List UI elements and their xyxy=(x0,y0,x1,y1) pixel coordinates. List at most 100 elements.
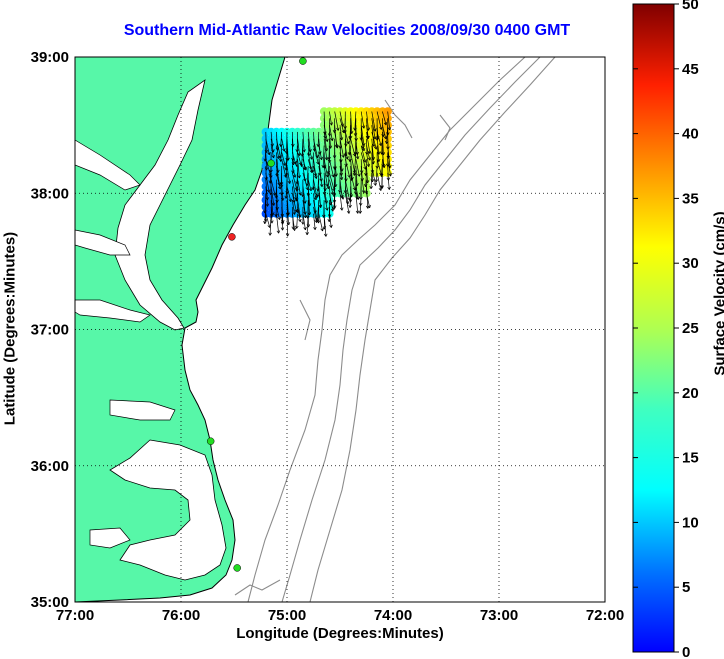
velocity-arrow xyxy=(291,213,296,231)
velocity-arrow xyxy=(360,152,367,170)
velocity-arrowhead xyxy=(367,157,372,161)
velocity-arrow xyxy=(296,145,298,167)
velocity-arrowhead xyxy=(298,162,303,166)
velocity-arrow xyxy=(366,152,370,167)
velocity-arrowhead xyxy=(367,150,372,154)
colorbar-tick-label: 5 xyxy=(682,579,690,596)
velocity-arrow xyxy=(296,213,298,229)
velocity-arrow xyxy=(339,152,343,172)
velocity-arrow xyxy=(302,200,306,218)
velocity-arrow xyxy=(323,186,328,204)
velocity-arrow xyxy=(387,145,391,168)
velocity-arrow xyxy=(306,165,309,186)
velocity-arrow xyxy=(276,206,281,220)
colorbar-tick-label: 15 xyxy=(682,450,699,467)
velocity-arrow xyxy=(371,111,376,132)
velocity-arrow xyxy=(276,138,282,159)
x-tick-label: 77:00 xyxy=(56,607,94,624)
velocity-arrow xyxy=(349,193,351,208)
velocity-arrow xyxy=(339,118,345,133)
x-tick-label: 74:00 xyxy=(374,607,412,624)
velocity-arrow xyxy=(355,165,358,187)
velocity-arrowhead xyxy=(268,232,272,236)
velocity-arrow xyxy=(323,213,327,237)
y-tick-labels: 39:00 38:00 37:00 36:00 35:00 xyxy=(31,49,69,611)
velocity-arrow xyxy=(297,159,300,179)
velocity-arrow xyxy=(376,125,379,140)
velocity-arrow xyxy=(265,172,270,193)
velocity-arrowhead xyxy=(265,203,270,207)
velocity-arrow xyxy=(371,131,377,150)
velocity-arrowhead xyxy=(330,137,334,141)
velocity-arrow xyxy=(354,111,357,131)
velocity-arrow xyxy=(359,193,362,214)
velocity-arrow xyxy=(323,172,326,191)
velocity-arrow xyxy=(323,159,329,178)
velocity-arrow xyxy=(264,206,267,224)
velocity-arrow xyxy=(276,193,278,210)
velocity-arrow xyxy=(276,172,281,190)
velocity-arrow xyxy=(329,159,334,178)
velocity-arrow xyxy=(291,172,298,191)
velocity-arrow xyxy=(371,145,374,165)
station-marker xyxy=(228,233,236,241)
pamlico-sound xyxy=(109,439,227,581)
velocity-arrow xyxy=(366,131,371,154)
velocity-arrow xyxy=(327,152,330,174)
velocity-arrow xyxy=(302,159,307,171)
velocity-arrow xyxy=(371,159,373,182)
velocity-arrow xyxy=(339,165,343,180)
velocity-arrow xyxy=(376,138,380,155)
velocity-arrow xyxy=(281,152,286,166)
velocity-arrow xyxy=(376,159,382,176)
velocity-arrow xyxy=(365,159,367,176)
x-tick-label: 72:00 xyxy=(586,607,624,624)
velocity-arrowhead xyxy=(309,156,314,160)
velocity-arrowhead xyxy=(348,204,352,208)
velocity-arrow xyxy=(307,179,312,192)
velocity-arrow xyxy=(286,165,291,184)
velocity-arrowhead xyxy=(356,196,360,200)
x-axis-label: Longitude (Degrees:Minutes) xyxy=(236,625,444,642)
velocity-arrowhead xyxy=(309,169,314,173)
velocity-arrow xyxy=(318,145,323,160)
velocity-arrow xyxy=(339,138,344,158)
velocity-arrow xyxy=(317,131,320,147)
velocity-arrow xyxy=(281,206,283,225)
velocity-arrow xyxy=(381,138,383,155)
velocity-arrow xyxy=(323,138,328,161)
velocity-arrowhead xyxy=(285,233,290,237)
velocity-arrow xyxy=(281,138,285,152)
velocity-arrow xyxy=(307,159,313,173)
velocity-arrow xyxy=(344,193,350,214)
velocity-arrow xyxy=(371,165,376,186)
station-marker xyxy=(233,564,241,572)
velocity-arrow xyxy=(270,186,275,206)
velocity-arrow xyxy=(265,138,270,155)
velocity-arrow xyxy=(270,179,276,196)
velocity-arrow xyxy=(322,145,325,168)
velocity-arrowhead xyxy=(325,207,329,211)
velocity-arrowhead xyxy=(297,175,301,179)
velocity-arrow xyxy=(329,172,335,192)
velocity-arrowhead xyxy=(277,216,281,220)
velocity-arrow xyxy=(350,179,352,198)
velocity-arrow xyxy=(291,165,296,178)
velocity-arrow xyxy=(339,125,343,141)
velocity-arrow xyxy=(339,193,343,211)
velocity-arrow xyxy=(360,138,365,152)
velocity-arrow xyxy=(355,186,359,200)
map-frame xyxy=(74,56,606,603)
velocity-arrow xyxy=(276,165,281,186)
velocity-arrow xyxy=(334,131,338,149)
velocity-arrowhead xyxy=(373,182,377,186)
velocity-arrowhead xyxy=(331,174,335,178)
velocity-arrow xyxy=(307,131,311,153)
velocity-arrow xyxy=(313,165,317,179)
velocity-arrowhead xyxy=(330,208,335,212)
velocity-arrow xyxy=(350,172,356,191)
velocity-arrow xyxy=(334,165,337,187)
y-tick-label: 38:00 xyxy=(31,185,69,202)
velocity-arrowhead xyxy=(366,163,371,167)
velocity-arrow xyxy=(333,186,336,210)
